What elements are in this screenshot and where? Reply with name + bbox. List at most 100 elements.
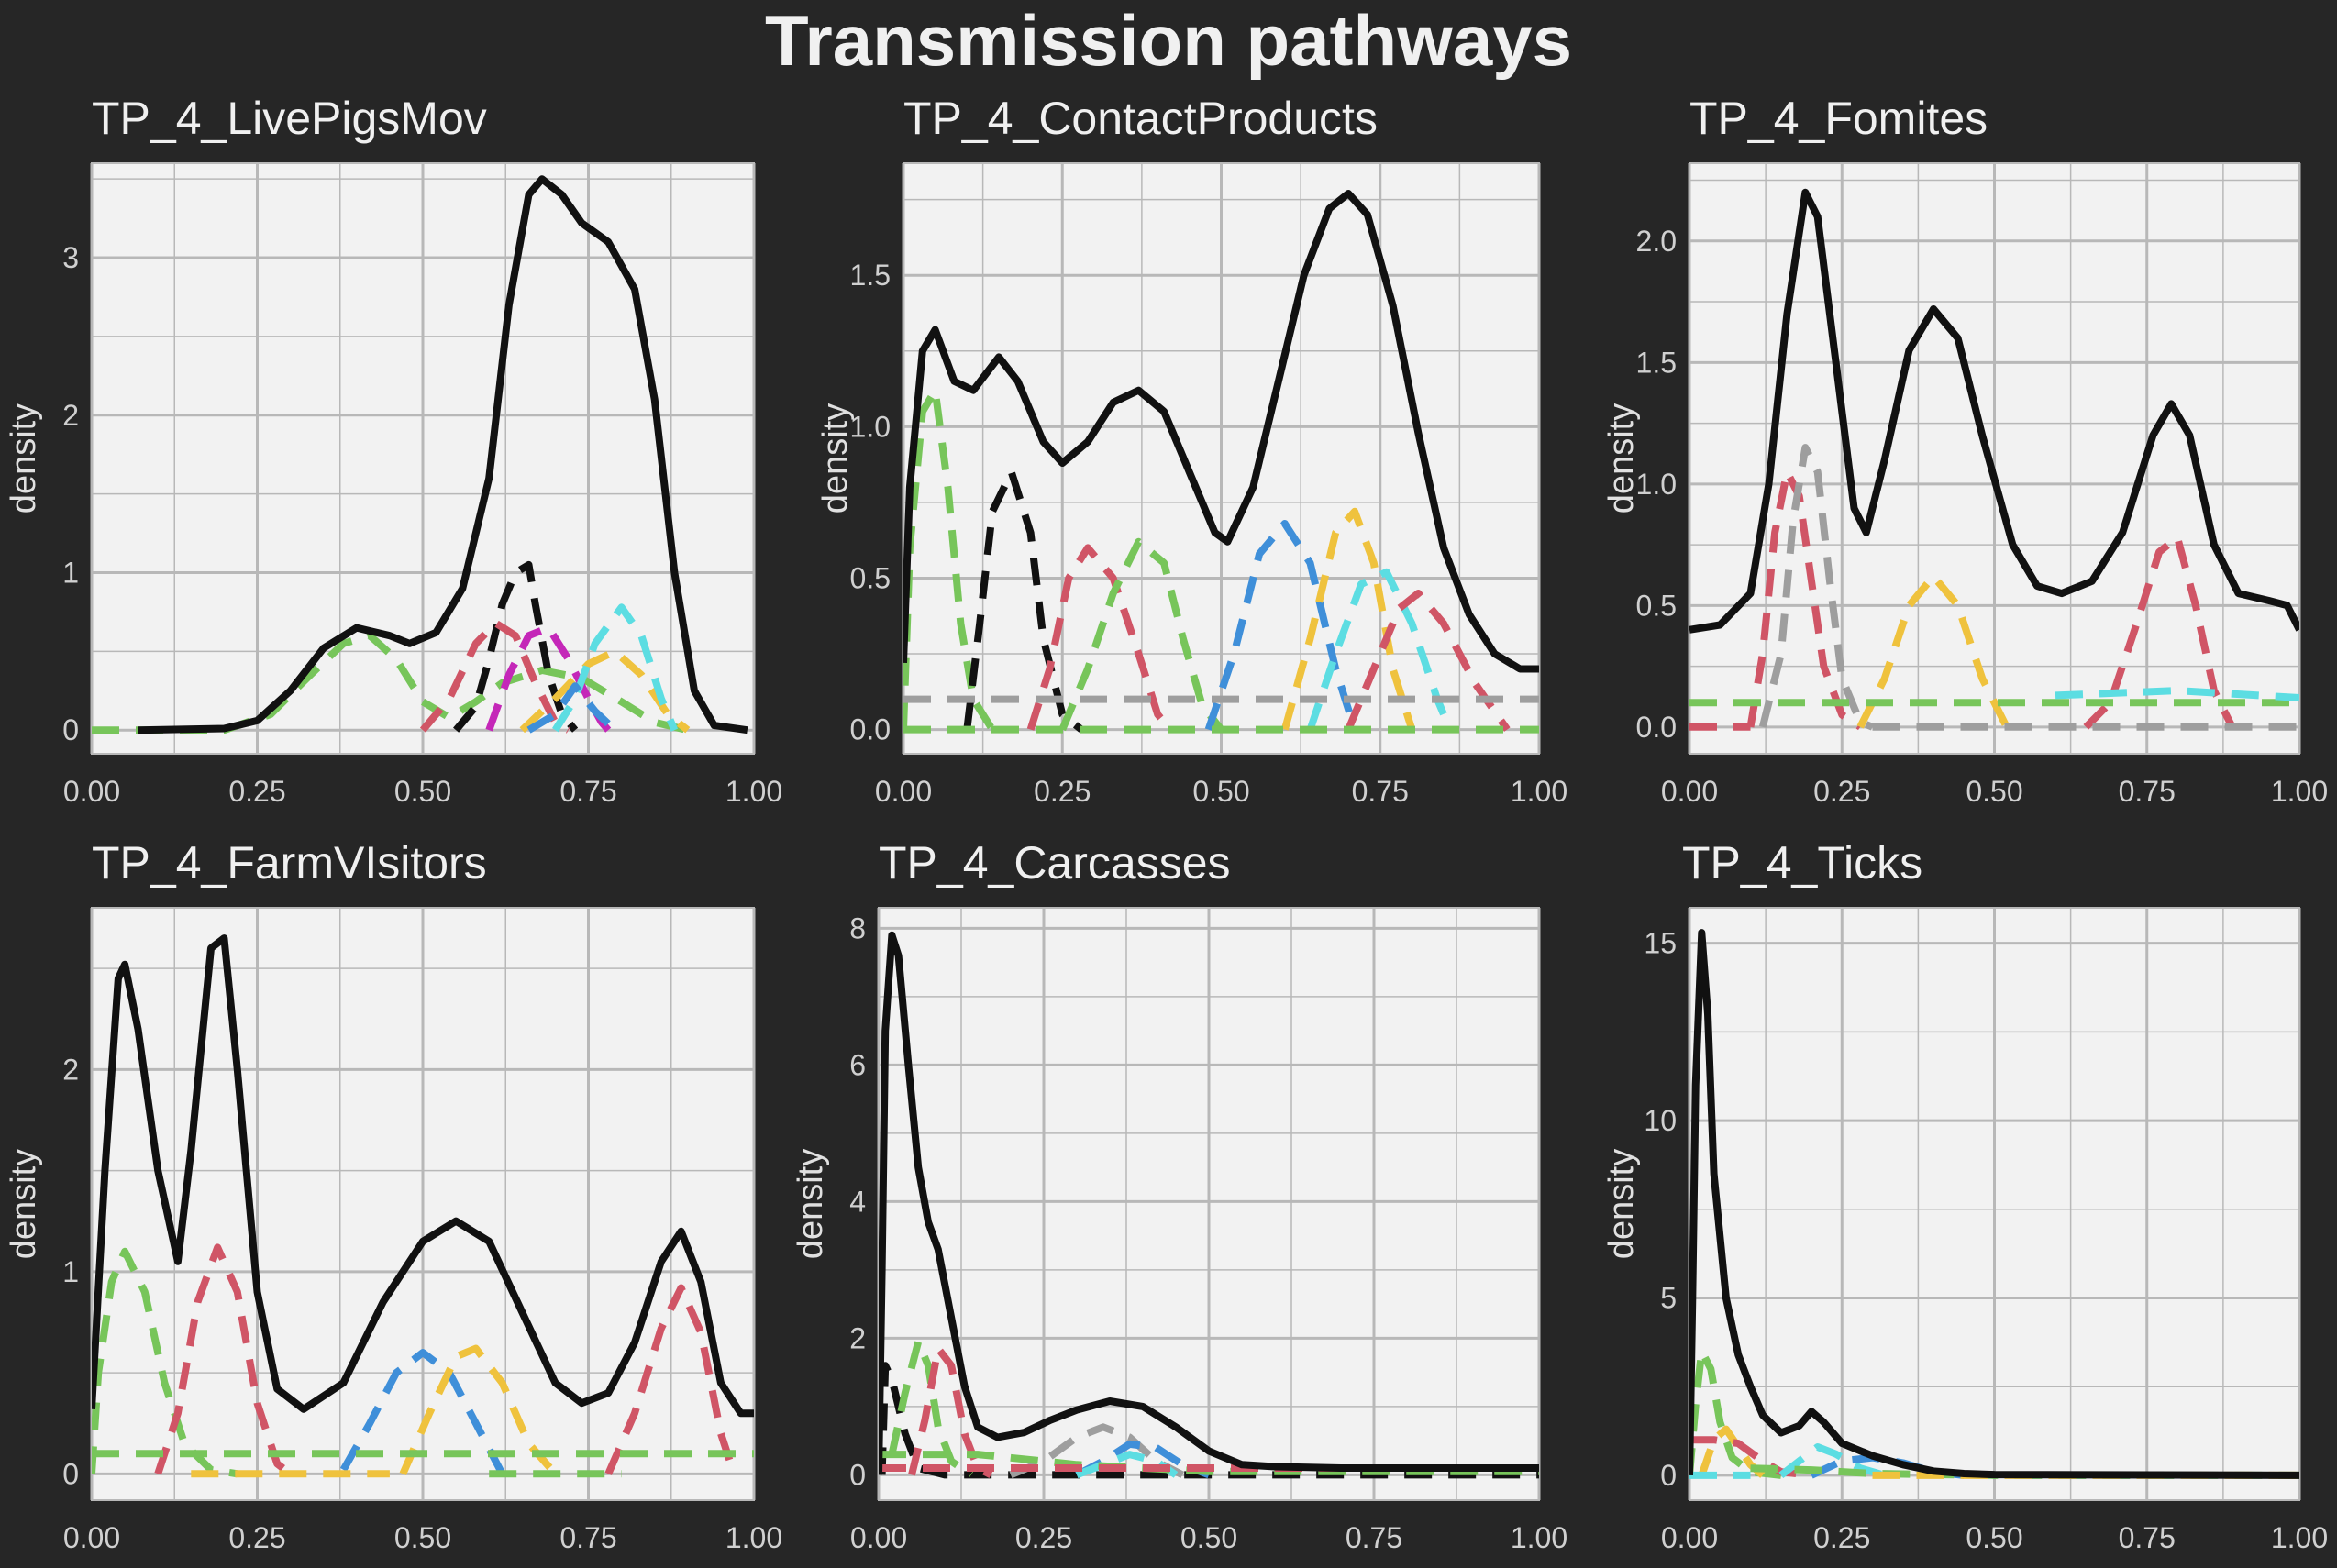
x-tick-label: 0.75 <box>559 775 616 808</box>
x-tick-label: 0.00 <box>63 1521 120 1554</box>
panel-4: 0.00 0.25 0.50 0.75 1.00 0 1 2 TP_4_FarmVIsitors… <box>5 837 782 1554</box>
panel-1: 0.00 0.25 0.50 0.75 1.00 0 1 2 3 TP_4_LivePigsMov… <box>5 93 782 808</box>
y-tick-label: 1 <box>62 1255 79 1288</box>
density-curve-gray-dashed-3 <box>1758 444 1874 731</box>
y-axis-label: density <box>792 1149 830 1259</box>
y-tick-label: 1.0 <box>1636 468 1677 501</box>
y-tick-label: 15 <box>1644 927 1677 960</box>
density-curve-black-solid-1 <box>92 934 754 1418</box>
density-curve-yellow-dashed-7 <box>1280 507 1416 731</box>
density-curve-green-dashed-5 <box>1058 537 1224 733</box>
x-tick-label: 1.00 <box>725 775 782 808</box>
density-curve-green-dashed-2 <box>903 386 996 732</box>
y-axis-label: density <box>1602 1149 1641 1259</box>
density-curve-yellow-dashed-4 <box>1856 572 2010 729</box>
density-curve-red-dashed-9 <box>1345 590 1511 732</box>
density-curve-cyan-dashed-7 <box>2055 687 2299 701</box>
y-tick-label: 8 <box>849 911 866 944</box>
density-curve-black-solid-1 <box>1689 929 2299 1479</box>
y-tick-label: 0 <box>1660 1459 1677 1492</box>
series-group <box>92 175 748 734</box>
y-tick-label: 2 <box>849 1321 866 1354</box>
x-tick-label: 0.75 <box>1346 1521 1402 1554</box>
y-tick-label: 1.5 <box>850 259 891 292</box>
x-tick-label: 0.75 <box>559 1521 616 1554</box>
y-axis-label: density <box>5 1149 43 1259</box>
y-tick-label: 6 <box>849 1048 866 1081</box>
y-tick-label: 1.5 <box>1636 346 1677 379</box>
y-tick-label: 10 <box>1644 1104 1677 1137</box>
density-curve-green-dashed-8 <box>879 1451 1539 1475</box>
panel-6: 0.00 0.25 0.50 0.75 1.00 0 5 10 15 TP_4_Ticksdens… <box>1602 837 2328 1554</box>
y-tick-label: 1.0 <box>850 410 891 443</box>
panel-border <box>91 162 755 755</box>
y-tick-label: 1 <box>62 557 79 590</box>
panel-title: TP_4_ContactProducts <box>903 93 1378 144</box>
y-tick-label: 5 <box>1660 1282 1677 1315</box>
density-curve-green-dashed-3 <box>888 1338 974 1478</box>
y-tick-label: 0 <box>62 1457 79 1490</box>
panel-3: 0.00 0.25 0.50 0.75 1.00 0.0 0.5 1.0 1.5 2.0 TP_4_… <box>1602 93 2328 808</box>
density-curve-black-solid-1 <box>1689 188 2299 634</box>
x-tick-label: 0.50 <box>394 1521 451 1554</box>
x-tick-label: 0.50 <box>1192 775 1249 808</box>
density-curve-gray-dashed-5 <box>1009 1423 1185 1479</box>
x-tick-label: 0.50 <box>1180 1521 1237 1554</box>
panel-5: 0.00 0.25 0.50 0.75 1.00 0 2 4 6 8 TP_4_Carcassesd… <box>792 837 1567 1554</box>
x-tick-label: 0.25 <box>228 775 285 808</box>
panel-title: TP_4_FarmVIsitors <box>92 837 487 889</box>
density-curve-black-solid-1 <box>903 190 1539 673</box>
figure-title: Transmission pathways <box>765 0 1572 81</box>
panel-border <box>91 907 755 1501</box>
y-tick-label: 4 <box>849 1185 866 1218</box>
panel-2: 0.00 0.25 0.50 0.75 1.00 0.0 0.5 1.0 1.5 TP_4_Con… <box>816 93 1567 808</box>
x-tick-label: 0.50 <box>394 775 451 808</box>
x-tick-label: 0.25 <box>1034 775 1091 808</box>
series-group <box>92 934 754 1478</box>
x-tick-label: 0.75 <box>1352 775 1409 808</box>
y-axis-label: density <box>816 403 855 513</box>
density-curve-yellow-dashed-6 <box>519 647 691 734</box>
y-tick-label: 0.5 <box>850 561 891 594</box>
panel-border <box>1689 162 2300 755</box>
density-curve-cyan-dashed-7 <box>552 603 679 733</box>
y-tick-label: 0.5 <box>1636 589 1677 622</box>
y-tick-label: 0 <box>62 713 79 746</box>
x-tick-label: 0.25 <box>1015 1521 1072 1554</box>
panel-border <box>878 907 1540 1501</box>
panel-title: TP_4_Fomites <box>1689 93 1988 144</box>
series-group <box>1689 188 2299 731</box>
x-tick-label: 0.00 <box>1661 1521 1718 1554</box>
density-curve-red-dashed-4 <box>908 1344 993 1478</box>
series-group <box>879 931 1539 1479</box>
x-tick-label: 1.00 <box>2271 775 2328 808</box>
x-tick-label: 0.00 <box>850 1521 907 1554</box>
density-curve-blue-dashed-8 <box>526 682 618 734</box>
x-tick-label: 1.00 <box>2271 1521 2328 1554</box>
density-curve-red-dashed-4 <box>1026 544 1174 733</box>
x-tick-label: 0.25 <box>1813 775 1870 808</box>
density-curve-red-dashed-6 <box>604 1284 738 1475</box>
x-tick-label: 0.00 <box>1661 775 1718 808</box>
x-tick-label: 0.25 <box>1813 1521 1870 1554</box>
y-tick-label: 3 <box>62 241 79 274</box>
y-tick-label: 0 <box>849 1458 866 1491</box>
density-curve-blue-dashed-4 <box>339 1349 506 1476</box>
y-tick-label: 0.0 <box>1636 711 1677 744</box>
x-tick-label: 0.00 <box>875 775 932 808</box>
density-curve-black-solid-1 <box>879 931 1539 1475</box>
x-tick-label: 1.00 <box>1511 775 1567 808</box>
panel-title: TP_4_Ticks <box>1682 837 1922 889</box>
density-curve-green-dashed-2 <box>92 1247 238 1478</box>
panel-border <box>1689 907 2300 1501</box>
x-tick-label: 1.00 <box>1511 1521 1567 1554</box>
x-tick-label: 0.25 <box>228 1521 285 1554</box>
panel-title: TP_4_LivePigsMov <box>92 93 487 144</box>
y-tick-label: 2 <box>62 1053 79 1086</box>
x-tick-label: 0.00 <box>63 775 120 808</box>
series-group <box>1689 929 2299 1479</box>
panel-border <box>903 162 1540 755</box>
y-tick-label: 2 <box>62 399 79 432</box>
x-tick-label: 0.50 <box>1966 775 2022 808</box>
x-tick-label: 0.75 <box>2119 1521 2176 1554</box>
